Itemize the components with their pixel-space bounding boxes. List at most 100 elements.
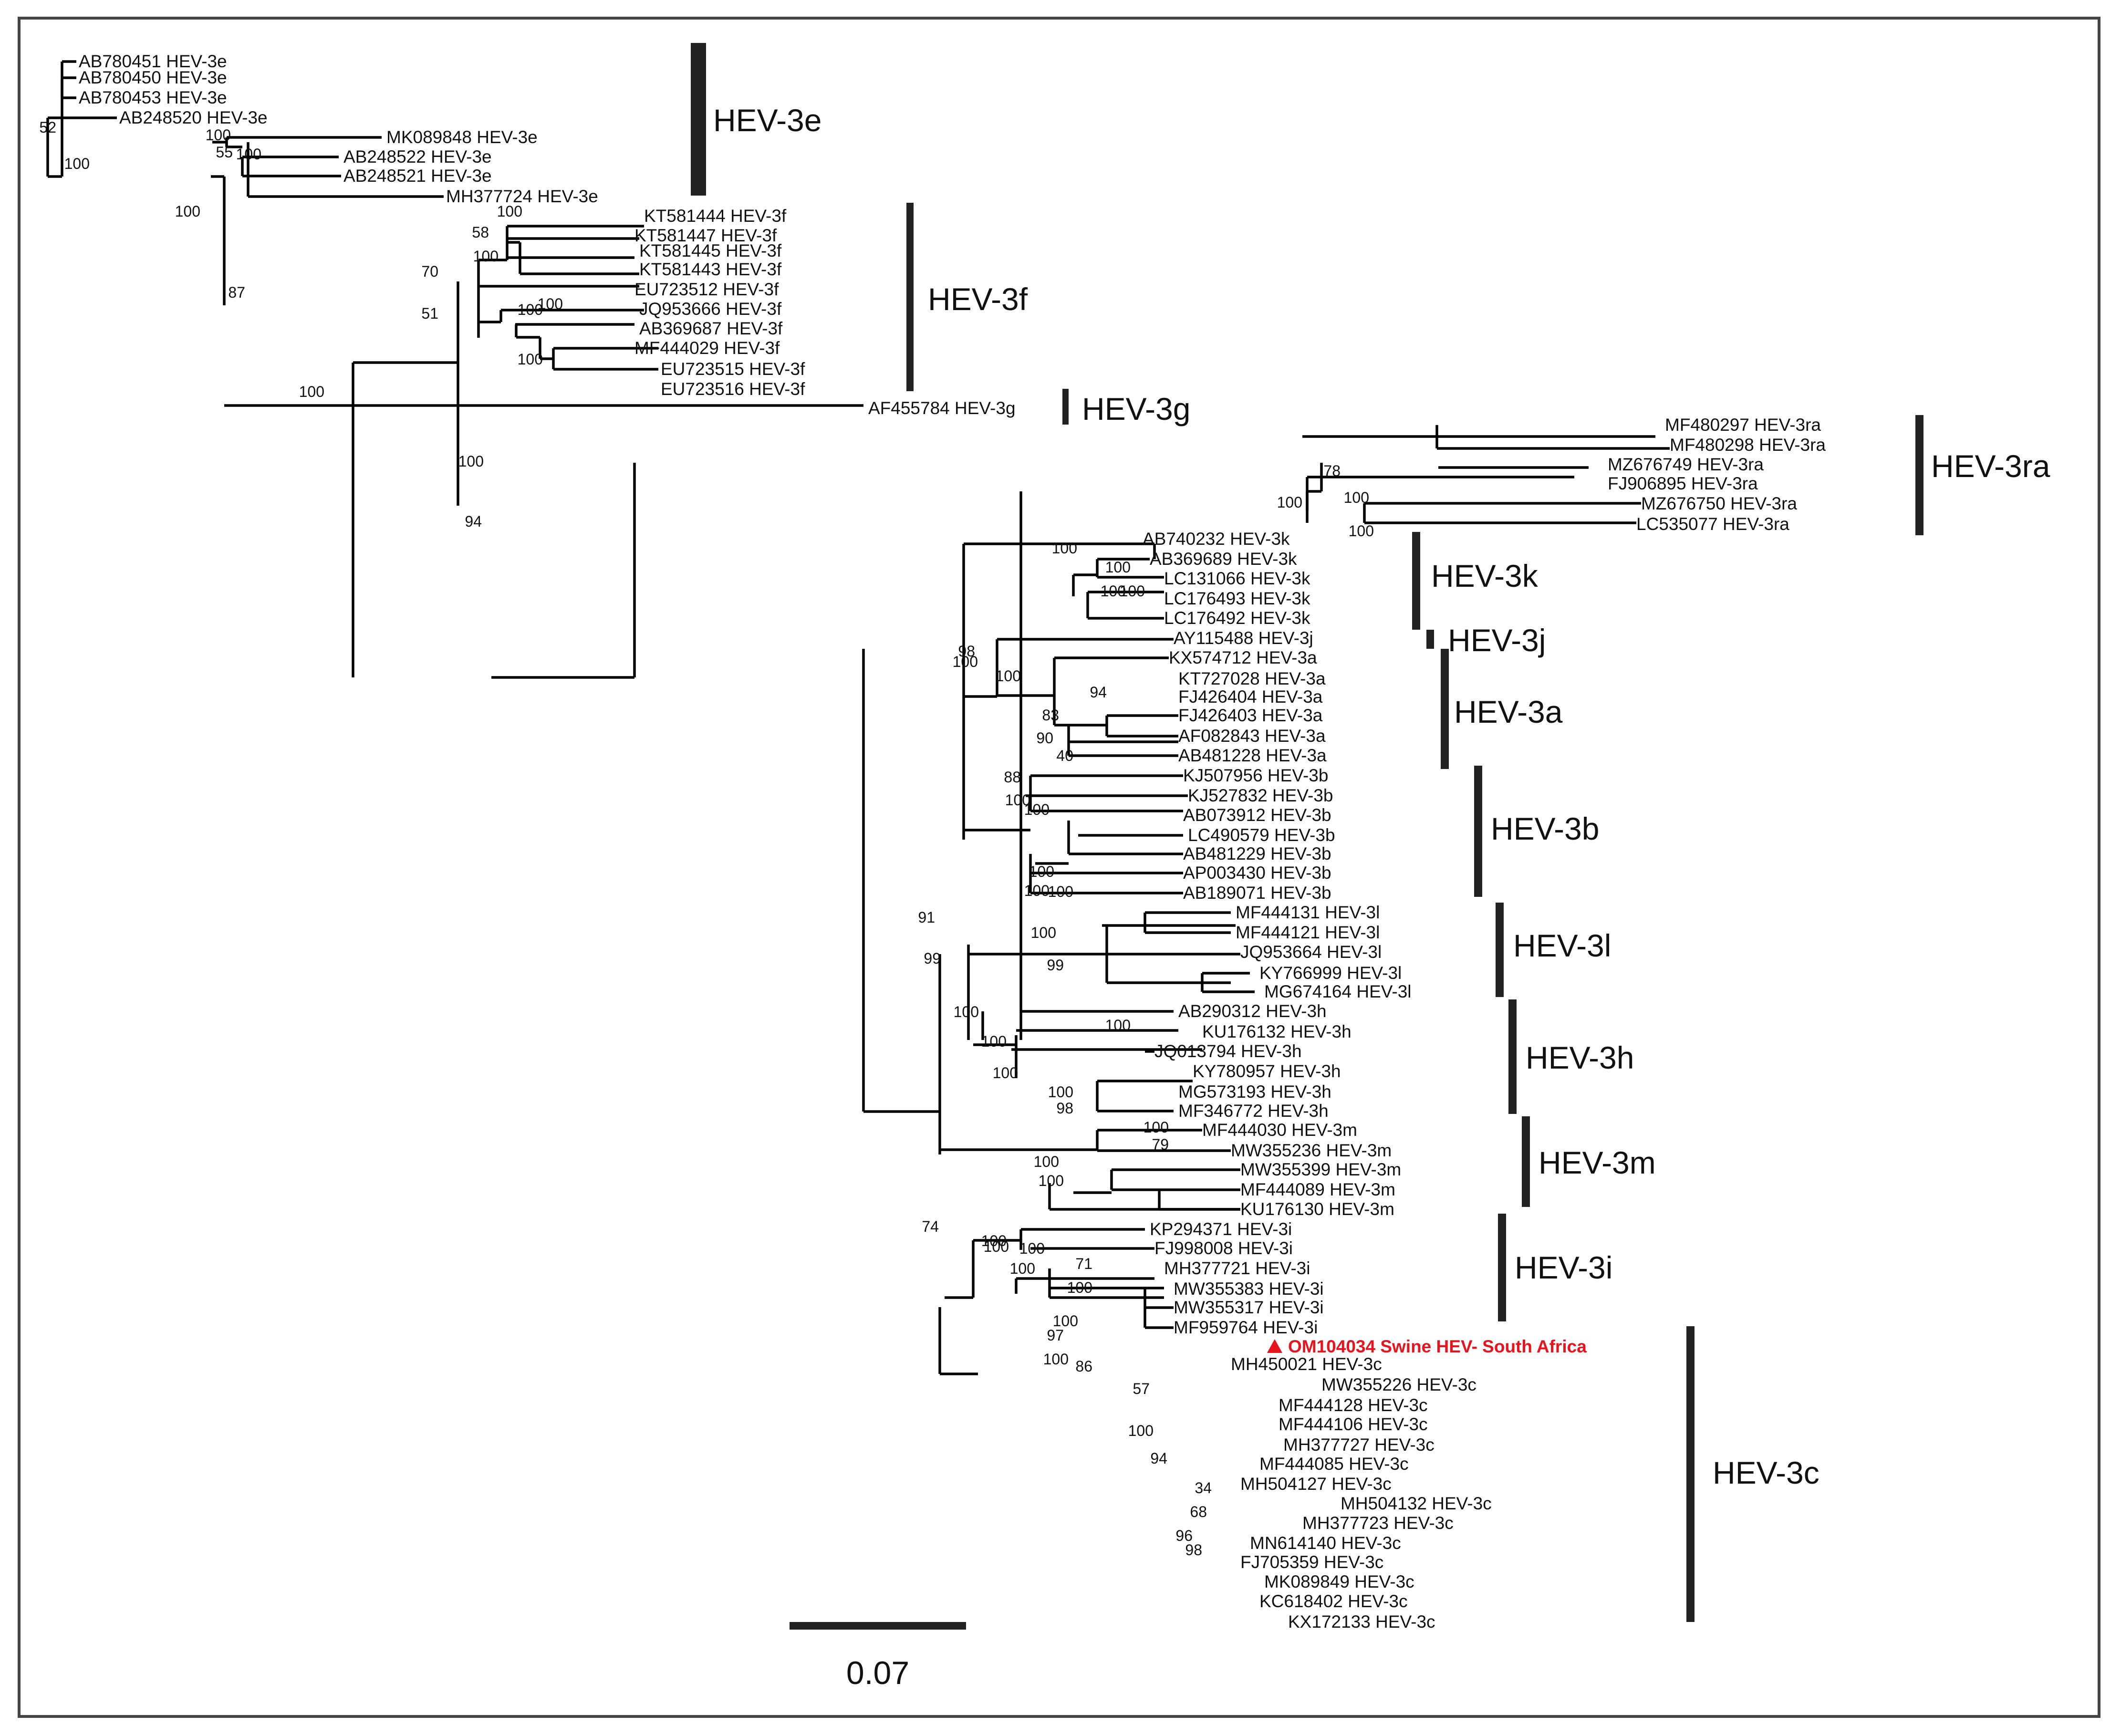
branch-20	[973, 1043, 1193, 1112]
clade-bar	[691, 43, 706, 196]
leaf-label: MG674164 HEV-3l	[1264, 982, 1412, 1001]
support-value: 100	[1031, 924, 1056, 941]
leaf-label: LC490579 HEV-3b	[1188, 825, 1335, 845]
clade-label: HEV-3m	[1539, 1145, 1656, 1180]
leaf-label: MF480298 HEV-3ra	[1670, 435, 1826, 455]
leaf-label: KT581447 HEV-3f	[634, 226, 777, 245]
clade-label: HEV-3j	[1448, 623, 1546, 658]
clade-label: HEV-3a	[1454, 694, 1563, 729]
support-value: 70	[421, 263, 438, 280]
leaf-label: OM104034 Swine HEV- South Africa	[1288, 1337, 1587, 1356]
clade-bar	[906, 203, 914, 391]
leaf-label: MZ676750 HEV-3ra	[1641, 494, 1797, 513]
leaf-label: FJ998008 HEV-3i	[1154, 1238, 1293, 1258]
support-value: 96	[1175, 1527, 1193, 1544]
leaf-label: MW355317 HEV-3i	[1174, 1298, 1324, 1317]
leaf-label: MG573193 HEV-3h	[1178, 1082, 1331, 1102]
support-value: 100	[1048, 1083, 1073, 1101]
support-value: 100	[1344, 489, 1369, 506]
leaf-label: EU723516 HEV-3f	[661, 379, 805, 399]
support-value: 100	[458, 453, 484, 470]
clade-label: HEV-3g	[1082, 391, 1190, 426]
clade-label: HEV-3f	[928, 281, 1028, 317]
leaf-label: KT581443 HEV-3f	[639, 260, 782, 279]
leaf-label: MF444128 HEV-3c	[1279, 1395, 1428, 1415]
support-value: 91	[918, 909, 935, 926]
leaf-label: MH377724 HEV-3e	[446, 187, 598, 206]
support-value: 100	[1039, 1172, 1064, 1189]
leaf-label: LC176493 HEV-3k	[1164, 589, 1310, 608]
leaf-label: KU176132 HEV-3h	[1202, 1022, 1352, 1041]
support-value: 100	[1067, 1279, 1092, 1296]
leaf-label: AB248520 HEV-3e	[119, 108, 268, 127]
leaf-label: KX574712 HEV-3a	[1169, 648, 1317, 667]
leaf-label: MW355236 HEV-3m	[1231, 1141, 1392, 1160]
support-value: 100	[981, 1033, 1007, 1050]
leaf-label: EU723512 HEV-3f	[634, 280, 779, 299]
branch-5	[477, 260, 658, 371]
support-value: 57	[1133, 1380, 1150, 1397]
support-value: 55	[216, 144, 233, 161]
leaf-label: AP003430 HEV-3b	[1183, 863, 1331, 883]
support-value: 100	[1105, 559, 1131, 576]
branch-7	[224, 310, 1655, 679]
clade-bar	[1441, 649, 1449, 769]
leaf-label: AB369689 HEV-3k	[1150, 549, 1297, 569]
branch-19	[981, 1011, 1202, 1078]
clade-bar	[1522, 1116, 1530, 1207]
branch-15	[1030, 810, 1183, 874]
leaf-label: MF444089 HEV-3m	[1240, 1180, 1395, 1199]
clade-bar	[1496, 903, 1504, 997]
support-value: 94	[1090, 684, 1107, 701]
leaf-label: MF480297 HEV-3ra	[1665, 415, 1821, 435]
leaf-label: MH377727 HEV-3c	[1283, 1435, 1435, 1455]
support-value: 100	[1052, 540, 1077, 557]
branch-23	[945, 1183, 1240, 1299]
support-value: 71	[1075, 1255, 1092, 1272]
support-value: 100	[1024, 801, 1050, 818]
leaf-label: MN614140 HEV-3c	[1250, 1533, 1401, 1553]
leaf-label: AF455784 HEV-3g	[868, 398, 1016, 418]
tree-branches	[46, 60, 1670, 1375]
branch-21	[863, 954, 1231, 1154]
leaf-label: KT727028 HEV-3a	[1178, 669, 1326, 688]
support-value: 94	[1150, 1450, 1167, 1467]
clade-label: HEV-3k	[1431, 558, 1539, 593]
clade-label: HEV-3ra	[1931, 448, 2050, 484]
leaf-label: KX172133 HEV-3c	[1288, 1612, 1435, 1632]
support-value: 99	[1047, 956, 1064, 974]
support-value: 100	[984, 1238, 1009, 1255]
branch-2	[211, 137, 444, 305]
support-value: 86	[1075, 1358, 1092, 1375]
clade-bar	[1498, 1214, 1506, 1321]
leaf-label: LC176492 HEV-3k	[1164, 608, 1310, 628]
support-value: 79	[1152, 1136, 1169, 1153]
support-value: 100	[518, 351, 543, 368]
support-value: 58	[472, 224, 489, 241]
support-value: 52	[39, 119, 56, 136]
support-value: 40	[1056, 747, 1073, 764]
support-value: 100	[1005, 791, 1030, 809]
branch-12	[964, 638, 1174, 698]
scale-bar	[790, 1622, 966, 1630]
support-value: 100	[953, 653, 978, 670]
branch-14	[1026, 696, 1188, 811]
support-value: 100	[1128, 1422, 1154, 1439]
support-value: 100	[1043, 1351, 1069, 1368]
leaf-label: MH450021 HEV-3c	[1231, 1354, 1382, 1374]
leaf-label: AB780453 HEV-3e	[79, 88, 227, 107]
leaf-label: AB369687 HEV-3f	[639, 319, 783, 338]
leaf-label: MZ676749 HEV-3ra	[1608, 455, 1764, 474]
support-value: 51	[421, 305, 438, 322]
branch-8	[1306, 425, 1670, 523]
leaf-label: MK089849 HEV-3c	[1264, 1572, 1414, 1591]
branch-24	[1015, 1228, 1164, 1298]
support-value: 98	[1185, 1541, 1202, 1559]
leaf-label: MH504127 HEV-3c	[1240, 1474, 1392, 1494]
clade-bars: HEV-3e HEV-3f HEV-3g HEV-3ra HEV-3k HEV-3j HEV…	[691, 43, 2050, 1622]
support-value: 34	[1195, 1479, 1212, 1497]
leaf-label: MK089848 HEV-3e	[386, 127, 538, 147]
